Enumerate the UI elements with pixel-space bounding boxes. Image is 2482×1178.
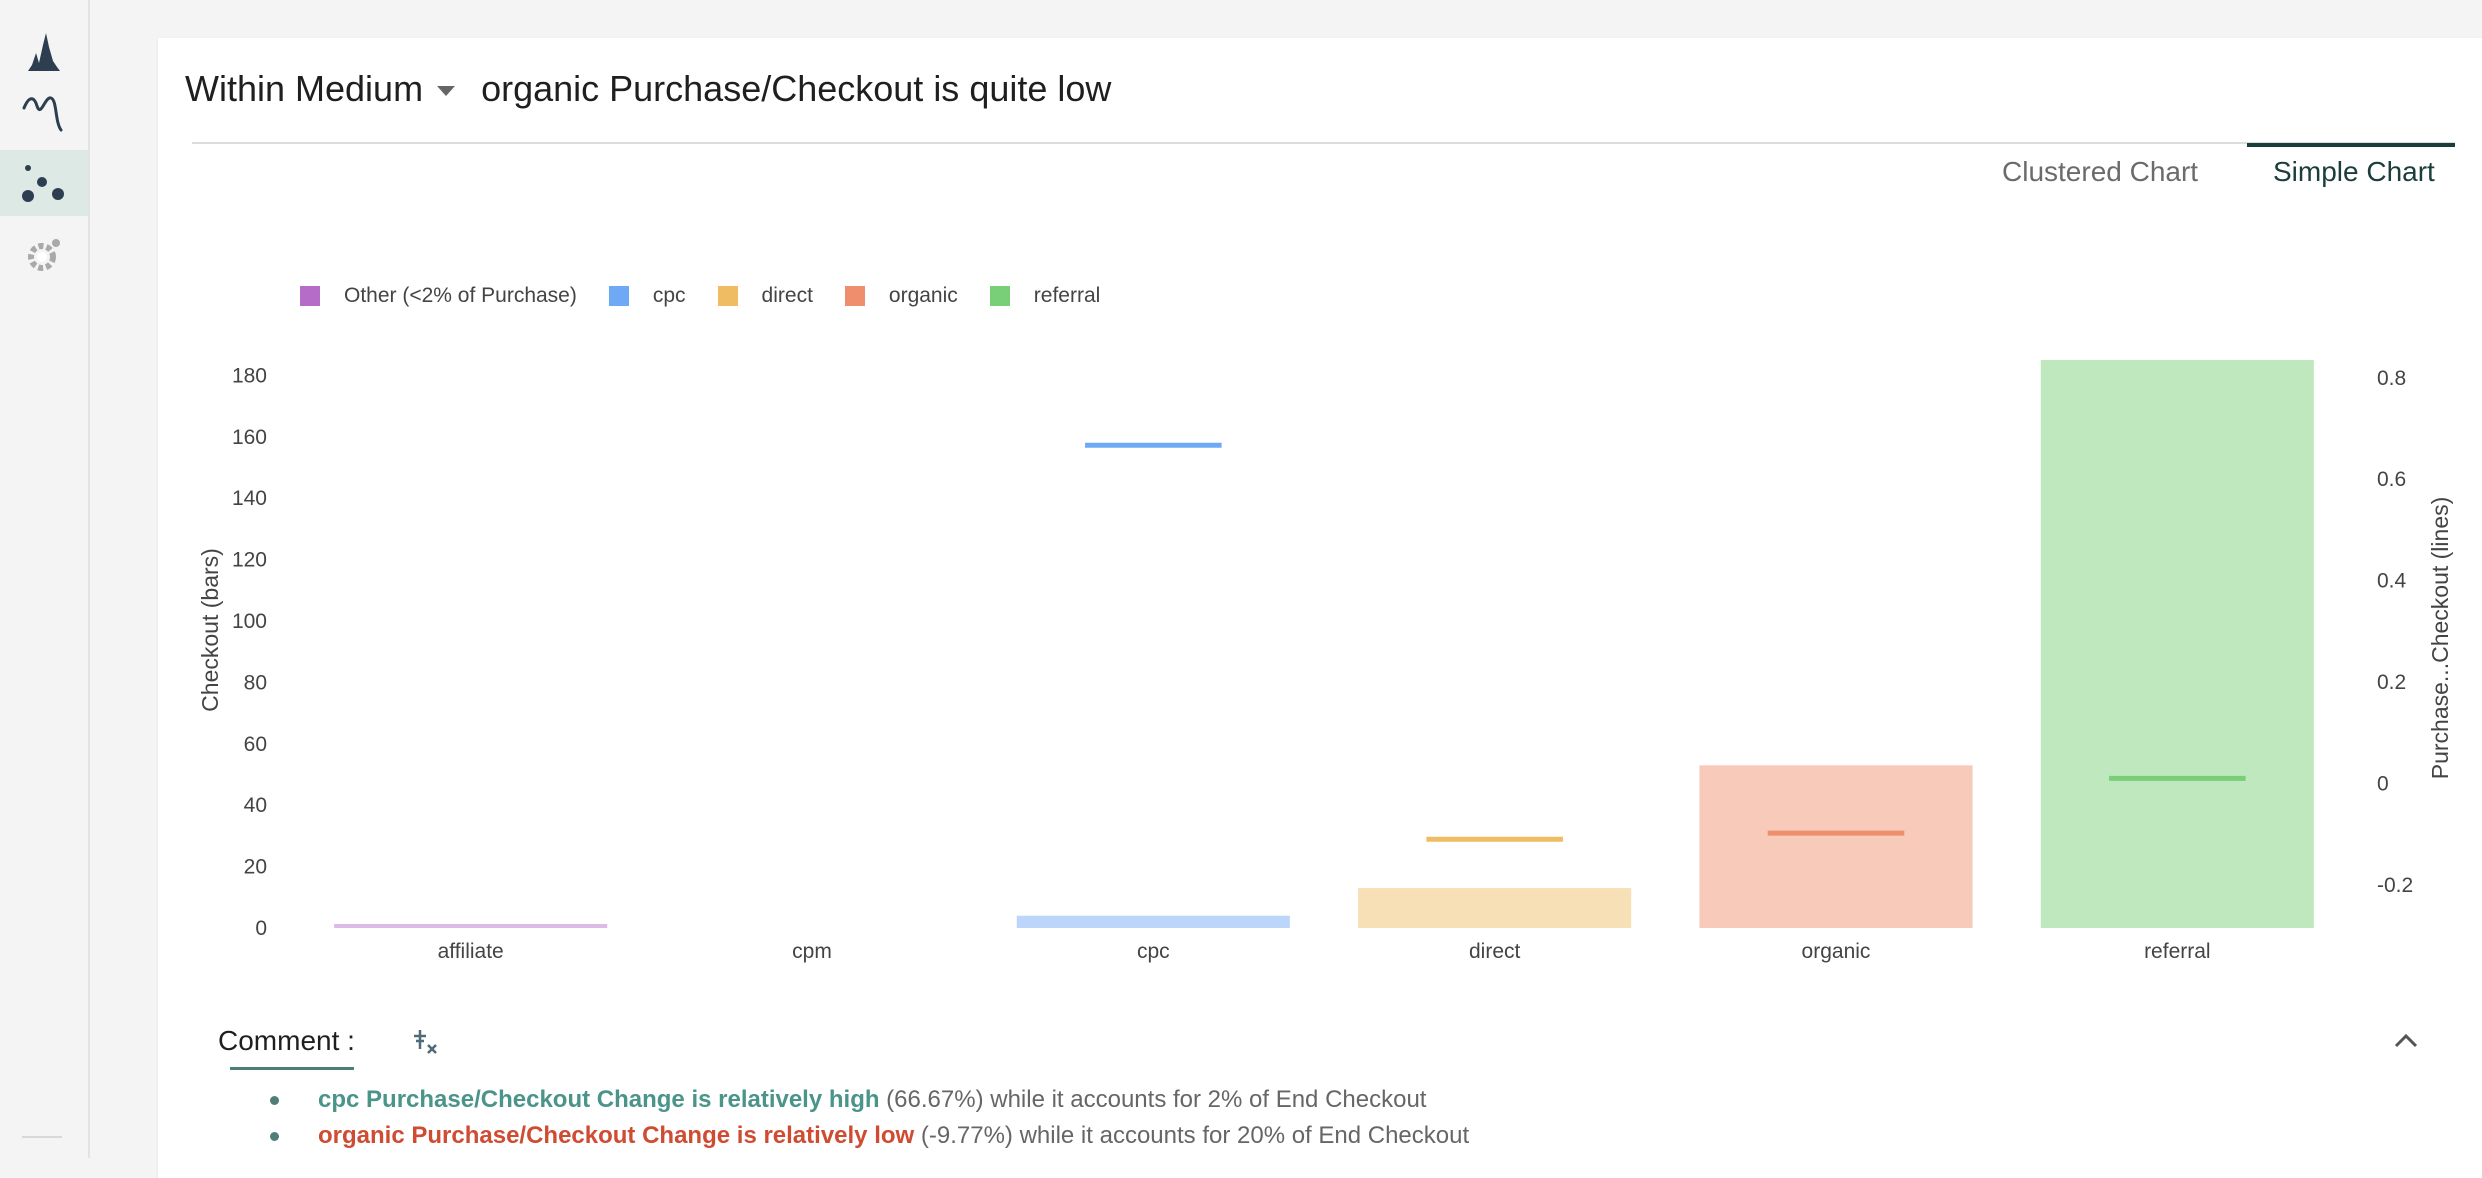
scope-dropdown[interactable]: Within Medium: [185, 68, 456, 110]
y-axis-right-label: Purchase...Checkout (lines): [2427, 497, 2453, 780]
x-tick-label: cpc: [1137, 940, 1170, 963]
legend-item[interactable]: referral: [989, 284, 1101, 308]
comment-list: cpc Purchase/Checkout Change is relative…: [218, 1082, 1469, 1154]
x-tick-label: affiliate: [438, 940, 504, 963]
tab-clustered-chart[interactable]: Clustered Chart: [2002, 156, 2199, 187]
x-tick-label: referral: [2144, 940, 2211, 963]
y-tick-label: 180: [232, 364, 267, 387]
legend-swatch: [989, 286, 1010, 306]
scope-dropdown-label: Within Medium: [185, 68, 424, 109]
bar: [1358, 888, 1632, 928]
y-tick-label: 120: [232, 549, 267, 572]
line-trend-icon: [22, 96, 63, 132]
y-tick-label: 100: [232, 610, 267, 633]
bar: [1016, 915, 1290, 928]
bar: [334, 924, 608, 928]
sidebar-item-settings[interactable]: [0, 222, 88, 288]
comment-text: (-9.77%) while it accounts for 20% of En…: [914, 1122, 1470, 1149]
comment-label: Comment :: [218, 1025, 355, 1056]
caret-down-icon: [437, 86, 456, 96]
legend-swatch: [844, 286, 865, 306]
sidebar-item-distribution[interactable]: [0, 18, 88, 84]
clear-format-icon[interactable]: [410, 1027, 440, 1057]
comment-item: organic Purchase/Checkout Change is rela…: [218, 1118, 1469, 1154]
y-right-tick-label: 0.2: [2377, 671, 2406, 694]
y-tick-label: 20: [244, 856, 267, 879]
y-right-tick-label: 0: [2377, 772, 2389, 795]
y-tick-label: 40: [244, 794, 267, 817]
scatter-dots-icon: [22, 165, 64, 202]
y-tick-label: 160: [232, 426, 267, 449]
chevron-up-icon[interactable]: [2393, 1031, 2419, 1049]
settings-gear-icon: [28, 239, 60, 271]
legend-label: organic: [888, 284, 958, 307]
legend-item[interactable]: organic: [844, 284, 958, 308]
legend-swatch: [717, 286, 738, 306]
legend-swatch: [608, 286, 629, 306]
legend-label: cpc: [652, 284, 686, 307]
bar: [2040, 360, 2314, 928]
bullet-icon: [270, 1131, 279, 1141]
y-right-tick-label: 0.4: [2377, 570, 2407, 593]
chart-svg: 0 20 40 60 80 100 120 140 160 180 -0.2 0 0.2 0.4 0.6 0.…: [197, 360, 2453, 963]
distribution-chart-icon: [28, 33, 60, 71]
y-right-tick-label: -0.2: [2377, 874, 2413, 897]
sidebar: [0, 0, 90, 1158]
y-axis-label: Checkout (bars): [197, 548, 223, 712]
y-tick-label: 140: [232, 487, 267, 510]
bullet-icon: [270, 1095, 279, 1105]
y-right-tick-label: 0.8: [2377, 367, 2406, 390]
x-tick-label: cpm: [792, 940, 832, 963]
x-tick-label: direct: [1469, 940, 1521, 963]
tab-simple-chart[interactable]: Simple Chart: [2273, 156, 2435, 187]
legend-label: referral: [1033, 284, 1101, 307]
comment-section: Comment :: [218, 1025, 2458, 1070]
legend-item[interactable]: cpc: [608, 284, 686, 308]
x-tick-label: organic: [1802, 940, 1871, 963]
sidebar-item-trend[interactable]: [0, 78, 88, 144]
comment-highlight: cpc Purchase/Checkout Change is relative…: [318, 1086, 880, 1113]
comment-highlight: organic Purchase/Checkout Change is rela…: [318, 1122, 915, 1149]
bar: [1699, 765, 1973, 928]
main-card: [158, 38, 2482, 1178]
legend-label: Other (<2% of Purchase): [344, 284, 577, 307]
comment-item: cpc Purchase/Checkout Change is relative…: [218, 1082, 1469, 1118]
active-tab-indicator: [2247, 143, 2455, 147]
page-header: Within Medium organic Purchase/Checkout …: [185, 64, 1111, 114]
sidebar-item-scatter[interactable]: [0, 150, 88, 216]
header-divider: [192, 142, 2455, 144]
y-tick-label: 60: [244, 733, 267, 756]
y-tick-label: 80: [244, 671, 267, 694]
legend-swatch: [300, 286, 320, 306]
comment-label-underline: [230, 1067, 354, 1070]
sidebar-divider: [22, 1136, 62, 1138]
comment-text: (66.67%) while it accounts for 2% of End…: [879, 1086, 1427, 1113]
legend-item[interactable]: Other (<2% of Purchase): [300, 284, 577, 308]
legend-item[interactable]: direct: [717, 284, 813, 308]
page-title: organic Purchase/Checkout is quite low: [481, 68, 1112, 109]
y-tick-label: 0: [255, 917, 267, 940]
y-right-tick-label: 0.6: [2377, 468, 2406, 491]
chart-legend: Other (<2% of Purchase) cpc direct organic r…: [300, 284, 1132, 308]
legend-label: direct: [761, 284, 813, 307]
